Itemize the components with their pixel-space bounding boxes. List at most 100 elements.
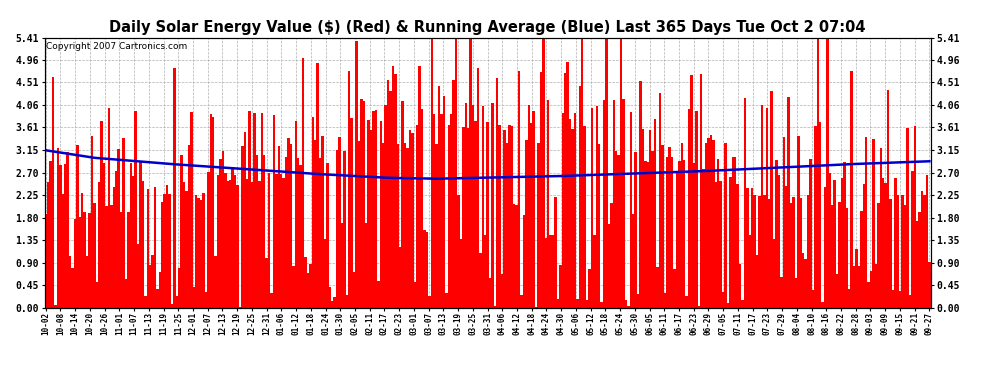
Bar [86, 256, 88, 307]
Bar [734, 157, 737, 308]
Bar [748, 235, 751, 308]
Bar [414, 282, 416, 308]
Bar [212, 117, 215, 308]
Bar [411, 133, 414, 308]
Bar [88, 213, 91, 308]
Bar [326, 163, 329, 308]
Bar [370, 130, 372, 308]
Bar [593, 235, 596, 308]
Bar [197, 198, 200, 308]
Bar [178, 268, 180, 308]
Bar [207, 171, 210, 308]
Bar [486, 122, 489, 308]
Bar [924, 195, 926, 308]
Bar [601, 302, 603, 307]
Bar [409, 129, 411, 308]
Bar [229, 180, 232, 308]
Bar [814, 126, 817, 308]
Bar [782, 137, 785, 308]
Bar [646, 162, 649, 308]
Bar [516, 205, 518, 308]
Bar [884, 183, 887, 308]
Bar [195, 195, 197, 308]
Bar [549, 235, 551, 308]
Bar [481, 106, 484, 308]
Bar [66, 152, 69, 308]
Bar [827, 33, 829, 308]
Bar [153, 187, 156, 308]
Bar [436, 144, 438, 308]
Bar [668, 147, 671, 308]
Bar [404, 143, 406, 308]
Bar [268, 173, 270, 308]
Bar [472, 105, 474, 308]
Bar [725, 143, 727, 308]
Bar [462, 127, 464, 308]
Bar [190, 112, 193, 308]
Bar [227, 181, 229, 308]
Bar [61, 194, 64, 308]
Bar [239, 307, 242, 308]
Bar [795, 278, 797, 308]
Bar [732, 157, 734, 308]
Bar [142, 181, 145, 308]
Bar [272, 115, 275, 308]
Bar [125, 279, 127, 308]
Bar [902, 195, 904, 308]
Bar [474, 121, 476, 308]
Bar [625, 300, 627, 307]
Bar [244, 132, 247, 308]
Bar [914, 126, 916, 308]
Bar [571, 129, 574, 308]
Bar [583, 126, 586, 308]
Bar [906, 128, 909, 308]
Bar [620, 33, 623, 308]
Bar [441, 114, 443, 308]
Bar [360, 99, 362, 308]
Bar [163, 194, 166, 308]
Bar [324, 239, 326, 308]
Bar [877, 203, 880, 308]
Bar [336, 150, 339, 308]
Bar [499, 125, 501, 308]
Bar [447, 125, 449, 308]
Bar [535, 307, 538, 308]
Bar [632, 214, 635, 308]
Bar [258, 182, 260, 308]
Bar [727, 303, 729, 307]
Bar [904, 206, 906, 308]
Bar [175, 296, 178, 307]
Bar [511, 126, 513, 308]
Bar [355, 41, 357, 308]
Bar [775, 160, 778, 308]
Bar [78, 217, 81, 308]
Bar [715, 182, 717, 308]
Bar [899, 291, 902, 308]
Bar [494, 306, 496, 308]
Bar [489, 278, 491, 308]
Bar [586, 300, 588, 307]
Bar [64, 164, 66, 308]
Bar [596, 105, 598, 308]
Bar [83, 212, 86, 308]
Bar [247, 178, 248, 308]
Bar [433, 114, 436, 308]
Bar [663, 293, 666, 308]
Bar [605, 33, 608, 308]
Bar [551, 236, 554, 308]
Bar [156, 290, 158, 308]
Bar [431, 33, 433, 308]
Bar [880, 148, 882, 308]
Bar [140, 162, 142, 308]
Bar [108, 108, 110, 308]
Bar [521, 295, 523, 307]
Bar [237, 185, 239, 308]
Bar [210, 114, 212, 308]
Bar [438, 86, 441, 308]
Bar [503, 130, 506, 308]
Bar [705, 143, 707, 308]
Bar [367, 120, 370, 308]
Bar [855, 249, 857, 308]
Bar [105, 206, 108, 308]
Bar [309, 264, 312, 308]
